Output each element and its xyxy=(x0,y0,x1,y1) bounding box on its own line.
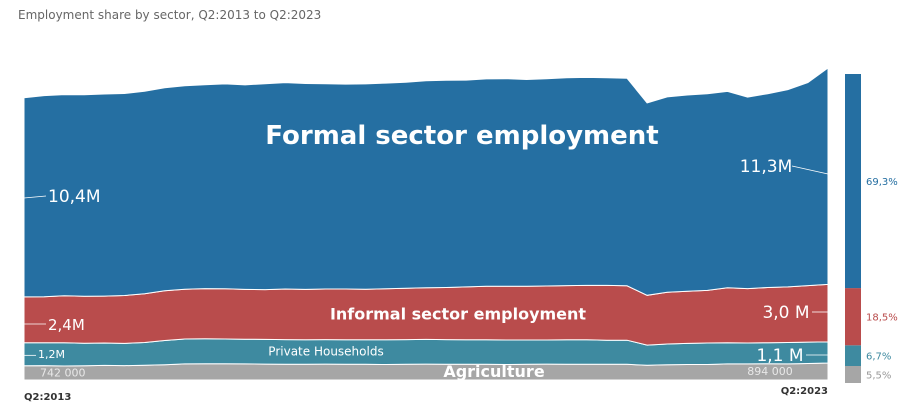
share-bar-segment xyxy=(845,345,861,366)
end-value-label: 1,1 M xyxy=(756,346,803,366)
start-value-label: 1,2M xyxy=(38,348,65,361)
end-value-label: 11,3M xyxy=(740,157,793,177)
start-value-label: 742 000 xyxy=(40,367,86,380)
share-label: 18,5% xyxy=(866,313,898,324)
share-bar-segment xyxy=(845,74,861,289)
share-label: 6,7% xyxy=(866,352,891,363)
x-end-label: Q2:2023 xyxy=(781,386,828,397)
share-bar-segment xyxy=(845,366,861,383)
area-formal-sector-employment xyxy=(23,67,829,298)
share-bar-segment xyxy=(845,288,861,346)
start-label-leader xyxy=(23,195,47,199)
series-label-informal-sector-employment: Informal sector employment xyxy=(330,305,586,324)
start-value-label: 2,4M xyxy=(48,316,85,334)
chart-title: Employment share by sector, Q2:2013 to Q… xyxy=(18,8,322,22)
series-label-private-households: Private Households xyxy=(268,345,383,359)
end-value-label: 3,0 M xyxy=(762,303,809,323)
share-label: 69,3% xyxy=(866,177,898,188)
end-label-leader xyxy=(791,165,829,175)
x-start-label: Q2:2013 xyxy=(24,392,71,403)
series-label-formal-sector-employment: Formal sector employment xyxy=(265,121,658,151)
end-value-label: 894 000 xyxy=(747,365,793,378)
start-value-label: 10,4M xyxy=(48,187,101,207)
series-label-agriculture: Agriculture xyxy=(443,362,545,381)
share-label: 5,5% xyxy=(866,371,891,382)
